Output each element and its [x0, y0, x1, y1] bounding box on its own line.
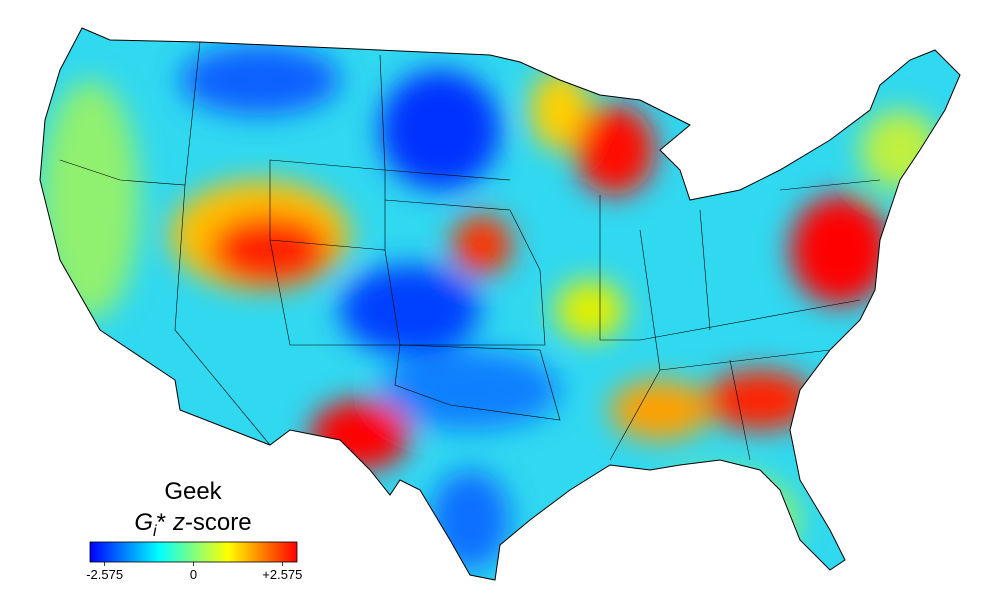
- legend-title: Geek: [164, 478, 222, 505]
- legend-subtitle: Gi* z-score: [134, 509, 251, 540]
- legend-subtitle-part: i: [153, 523, 157, 540]
- legend-subtitle-part: -score: [185, 509, 252, 536]
- legend-subtitle-part: G: [134, 509, 153, 536]
- us-outline: [39, 27, 961, 581]
- colorbar-tick-label: 0: [190, 567, 197, 582]
- colorbar-tick-label: -2.575: [86, 567, 123, 582]
- legend-subtitle-part: *: [157, 509, 166, 536]
- legend-subtitle-part: z: [172, 509, 185, 536]
- colorbar: -2.575 0 +2.575: [86, 541, 302, 582]
- colorbar-gradient: [89, 541, 298, 563]
- state-borders: [59, 41, 881, 461]
- colorbar-tick-label: +2.575: [262, 567, 302, 582]
